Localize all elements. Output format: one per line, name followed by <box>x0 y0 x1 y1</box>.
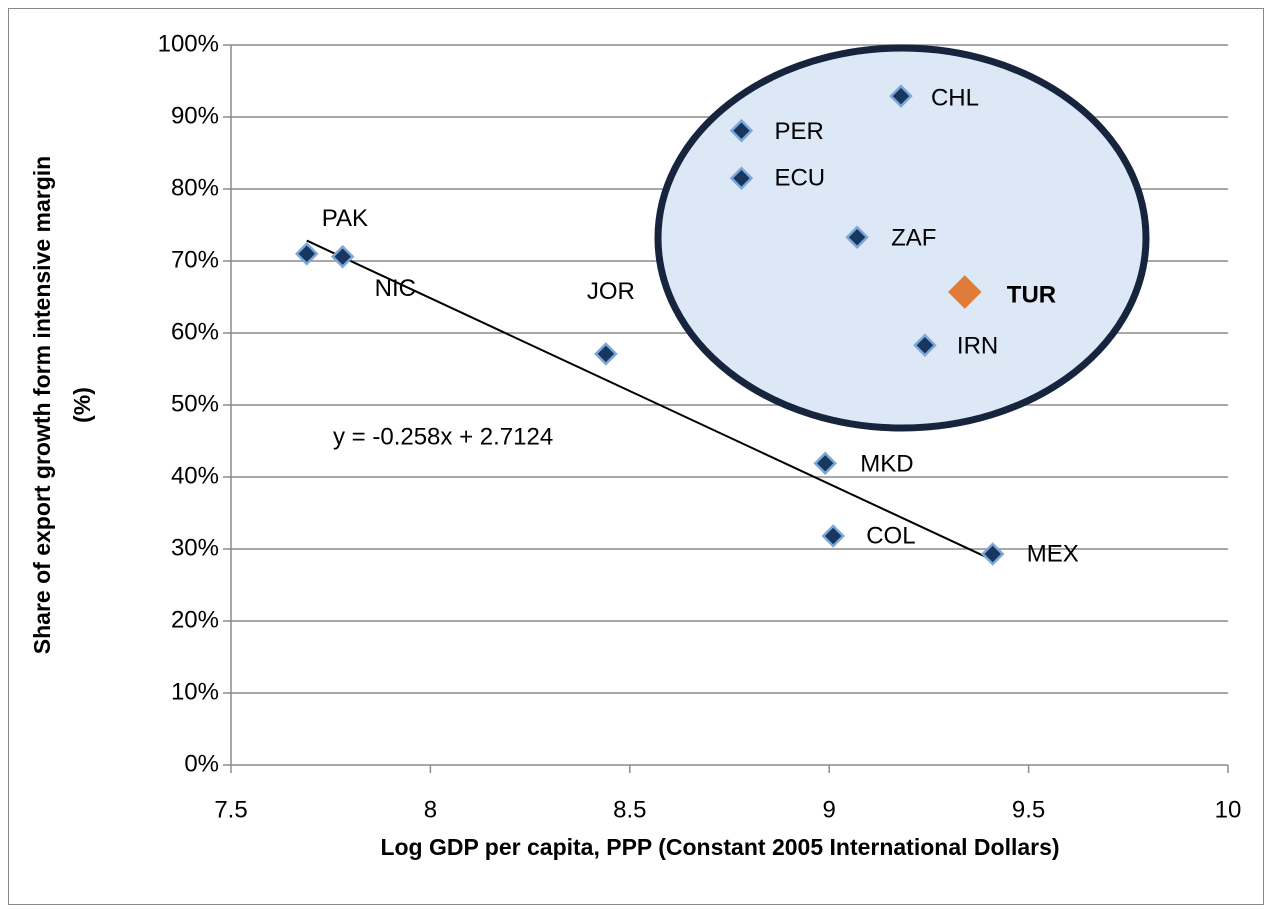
y-axis-title: Share of export growth form intensive ma… <box>29 156 55 654</box>
highlighted-point <box>948 275 982 309</box>
y-tick-label: 60% <box>171 318 219 345</box>
y-tick-label: 40% <box>171 462 219 489</box>
y-tick-label: 0% <box>184 750 219 777</box>
point <box>594 342 618 366</box>
point-label: ZAF <box>891 225 936 252</box>
point-label: MKD <box>860 451 913 478</box>
point-label: CHL <box>931 84 979 111</box>
point <box>913 333 937 358</box>
y-tick-label: 20% <box>171 606 219 633</box>
point-label: IRN <box>957 333 998 360</box>
trendline <box>306 239 994 561</box>
y-tick-label: 70% <box>171 246 219 273</box>
point-label: COL <box>866 522 915 549</box>
y-tick-label: 80% <box>171 174 219 201</box>
point <box>889 84 913 108</box>
y-tick-label: 50% <box>171 390 219 417</box>
y-axis-title: (%) <box>69 387 95 423</box>
point <box>980 542 1005 566</box>
point-label: NIC <box>375 275 416 302</box>
x-tick-label: 9.5 <box>1012 796 1045 823</box>
x-tick-label: 10 <box>1215 796 1242 823</box>
highlight-ellipse <box>654 44 1150 432</box>
y-tick-label: 100% <box>158 30 219 57</box>
x-axis-title: Log GDP per capita, PPP (Constant 2005 I… <box>380 834 1059 860</box>
point-label: ECU <box>774 165 825 192</box>
point-label: MEX <box>1027 540 1079 567</box>
x-tick-label: 7.5 <box>214 796 247 823</box>
point <box>729 118 754 143</box>
point <box>845 225 869 250</box>
y-tick-label: 90% <box>171 102 219 129</box>
x-tick-label: 8.5 <box>613 796 646 823</box>
y-tick-label: 10% <box>171 678 219 705</box>
point <box>813 451 837 476</box>
x-tick-label: 8 <box>424 796 437 823</box>
point-label: TUR <box>1007 281 1056 308</box>
point <box>295 242 319 266</box>
point-label: PAK <box>322 205 368 232</box>
point-label: PER <box>774 118 823 145</box>
point <box>821 524 845 548</box>
trendline-label: y = -0.258x + 2.7124 <box>333 423 553 450</box>
y-tick-label: 30% <box>171 534 219 561</box>
point-label: JOR <box>587 278 635 305</box>
point <box>729 166 754 190</box>
x-tick-label: 9 <box>823 796 836 823</box>
point <box>330 244 355 269</box>
